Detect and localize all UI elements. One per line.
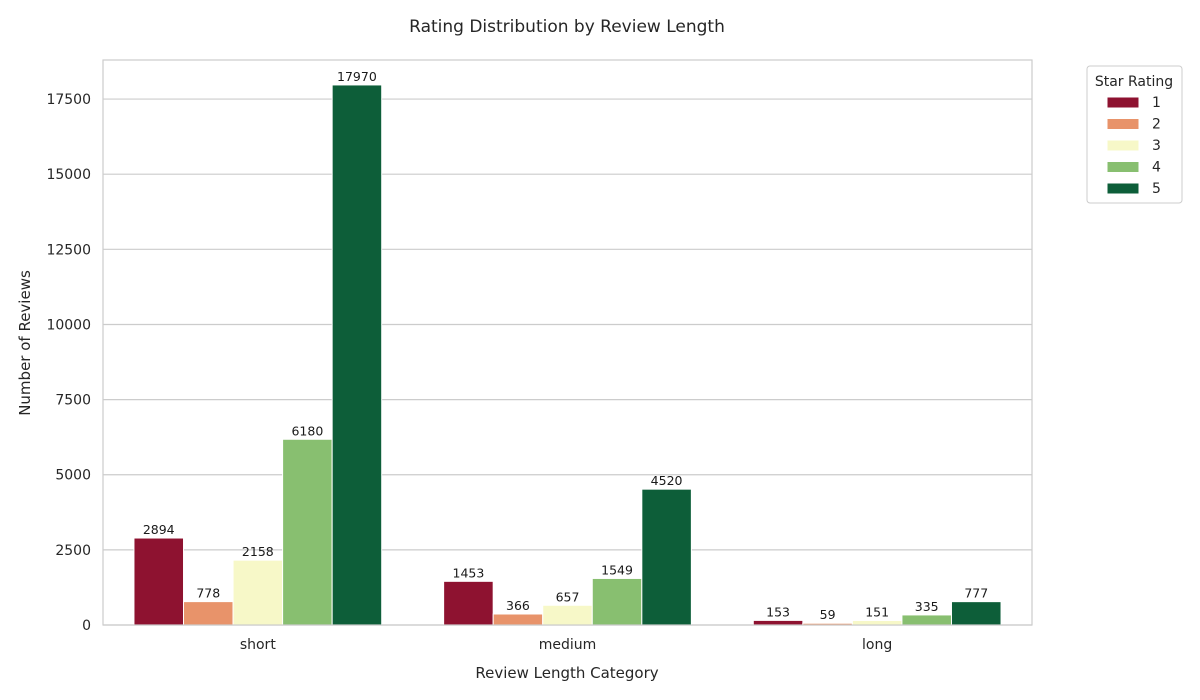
- legend-swatch: [1106, 118, 1140, 130]
- y-tick-label: 12500: [46, 242, 91, 258]
- chart-title: Rating Distribution by Review Length: [409, 17, 725, 37]
- bar: [542, 604, 593, 626]
- bar: [443, 580, 494, 626]
- y-tick-label: 7500: [55, 393, 91, 409]
- legend: Star Rating 1 2 3 4 5: [1086, 65, 1183, 204]
- data-label: 4520: [651, 473, 683, 488]
- data-label: 6180: [291, 423, 323, 438]
- y-tick-label: 15000: [46, 167, 91, 183]
- data-labels: 2894 778 2158 6180 17970 1453 366 657 1549 4520 15…: [143, 69, 988, 622]
- legend-swatch: [1106, 182, 1140, 195]
- legend-title: Star Rating: [1095, 74, 1173, 90]
- x-tick-labels: short medium long: [240, 637, 892, 653]
- data-label: 778: [196, 586, 220, 601]
- bar: [492, 613, 544, 626]
- y-tick-label: 10000: [46, 317, 91, 333]
- bar: [901, 614, 952, 626]
- bar: [183, 601, 234, 626]
- x-tick-label: short: [240, 637, 276, 653]
- data-label: 151: [865, 604, 889, 619]
- data-label: 366: [506, 598, 530, 613]
- data-label: 335: [915, 599, 939, 614]
- legend-swatch: [1106, 139, 1140, 152]
- bar: [133, 537, 185, 626]
- data-label: 657: [556, 589, 580, 604]
- data-label: 2894: [143, 522, 175, 537]
- legend-swatch: [1106, 161, 1140, 173]
- x-axis-label: Review Length Category: [475, 664, 658, 682]
- data-label: 777: [964, 586, 988, 601]
- bar: [282, 438, 333, 626]
- bar: [851, 619, 903, 626]
- bar: [591, 577, 643, 626]
- y-tick-label: 2500: [55, 543, 91, 559]
- data-label: 153: [766, 604, 790, 619]
- legend-label: 4: [1152, 160, 1161, 176]
- plot-frame: [102, 59, 1033, 626]
- legend-label: 3: [1152, 138, 1161, 154]
- data-label: 1549: [601, 562, 633, 577]
- x-tick-label: long: [862, 637, 892, 653]
- data-label: 17970: [337, 69, 377, 84]
- legend-swatch: [1106, 96, 1140, 109]
- y-tick-label: 17500: [46, 92, 91, 108]
- legend-label: 2: [1152, 117, 1161, 133]
- bar: [331, 84, 383, 626]
- bars: [133, 84, 1002, 626]
- y-axis-label: Number of Reviews: [16, 270, 34, 416]
- bar: [950, 601, 1002, 626]
- data-label: 59: [820, 607, 836, 622]
- bar: [641, 488, 692, 626]
- data-label: 2158: [242, 544, 274, 559]
- bar: [752, 619, 804, 626]
- gridlines: [103, 98, 1032, 626]
- y-tick-label: 5000: [55, 468, 91, 484]
- x-tick-label: medium: [539, 637, 597, 653]
- legend-label: 5: [1152, 181, 1161, 197]
- bar: [232, 559, 284, 626]
- legend-label: 1: [1152, 95, 1161, 111]
- y-tick-label: 0: [82, 618, 91, 634]
- y-tick-labels: 0 2500 5000 7500 10000 12500 15000 17500: [46, 92, 91, 634]
- data-label: 1453: [453, 565, 485, 580]
